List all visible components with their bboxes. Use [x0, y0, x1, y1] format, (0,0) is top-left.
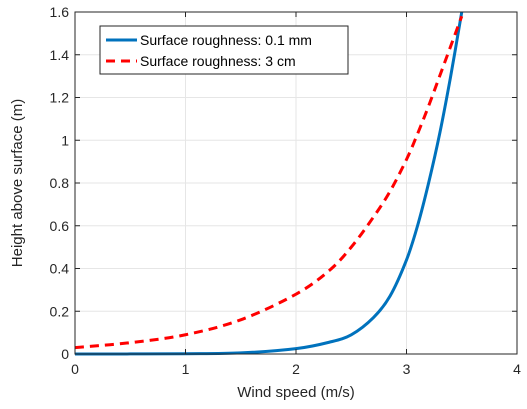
legend-box: [99, 25, 349, 75]
y-tick-label: 1: [61, 132, 69, 148]
x-tick-label: 1: [182, 361, 190, 377]
y-tick-label: 1.4: [50, 47, 70, 63]
y-tick-label: 0.6: [50, 218, 70, 234]
y-tick-label: 0.2: [50, 303, 70, 319]
tick-labels: 0 1 2 3 4 0 0.2 0.4 0.6 0.8 1 1.2 1.4 1.6: [50, 4, 522, 377]
y-axis-title: Height above surface (m): [9, 99, 26, 267]
y-tick-label: 1.2: [50, 90, 70, 106]
x-tick-label: 4: [513, 361, 521, 377]
x-tick-label: 0: [71, 361, 79, 377]
y-tick-label: 0.4: [50, 261, 70, 277]
legend-label-0: Surface roughness: 0.1 mm: [140, 32, 312, 48]
legend: Surface roughness: 0.1 mm Surface roughn…: [99, 25, 349, 75]
y-tick-label: 1.6: [50, 4, 70, 20]
legend-label-1: Surface roughness: 3 cm: [140, 53, 296, 69]
ticks: [74, 11, 518, 355]
x-tick-label: 3: [403, 361, 411, 377]
series-line-1: [74, 15, 464, 350]
y-tick-label: 0: [61, 346, 69, 362]
x-tick-label: 2: [292, 361, 300, 377]
y-tick-label: 0.8: [50, 175, 70, 191]
x-axis-title: Wind speed (m/s): [237, 384, 355, 401]
